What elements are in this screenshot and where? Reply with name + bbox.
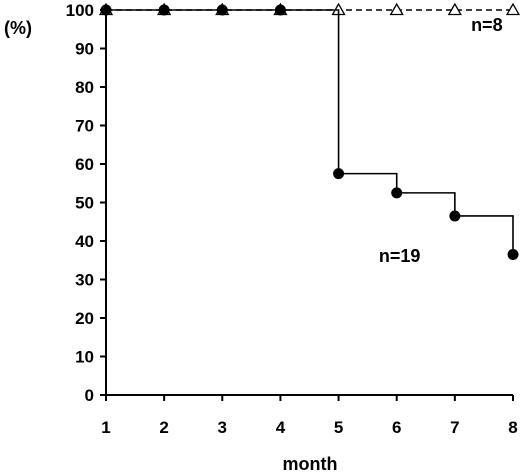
y-tick-label: 100 bbox=[66, 1, 94, 20]
x-tick-label: 2 bbox=[159, 418, 168, 437]
y-tick-label: 10 bbox=[75, 348, 94, 367]
x-tick-label: 1 bbox=[101, 418, 110, 437]
series-0-marker bbox=[389, 2, 404, 16]
y-tick-label: 90 bbox=[75, 40, 94, 59]
y-tick-label: 50 bbox=[75, 194, 94, 213]
x-axis-label: month bbox=[283, 454, 338, 474]
y-tick-label: 20 bbox=[75, 309, 94, 328]
x-tick-label: 4 bbox=[276, 418, 286, 437]
series-1-marker bbox=[274, 4, 286, 16]
x-tick-label: 5 bbox=[334, 418, 343, 437]
series-1 bbox=[100, 4, 519, 260]
series-1-marker bbox=[391, 187, 403, 199]
series-0-marker bbox=[505, 2, 520, 16]
labels: (%) month 0 10 20 30 40 50 60 70 80 90 100 1 2 3 4 5 6 7 8… bbox=[4, 1, 518, 474]
y-axis-label: (%) bbox=[4, 18, 32, 38]
x-tick-label: 3 bbox=[218, 418, 227, 437]
y-tick-label: 80 bbox=[75, 78, 94, 97]
y-tick-label: 60 bbox=[75, 155, 94, 174]
series-1-line bbox=[106, 9, 514, 255]
series-layer bbox=[98, 2, 520, 260]
axes bbox=[100, 9, 514, 401]
series-1-marker bbox=[100, 4, 112, 16]
y-tick-label: 40 bbox=[75, 232, 94, 251]
annotation-0: n=8 bbox=[471, 15, 503, 35]
series-1-marker bbox=[158, 4, 170, 16]
series-0-marker bbox=[447, 2, 462, 16]
series-1-marker bbox=[333, 168, 345, 180]
series-1-marker bbox=[507, 248, 519, 260]
y-tick-label: 30 bbox=[75, 271, 94, 290]
x-tick-label: 8 bbox=[508, 418, 517, 437]
series-1-marker bbox=[216, 4, 228, 16]
series-1-marker bbox=[449, 210, 461, 222]
x-tick-label: 6 bbox=[392, 418, 401, 437]
x-tick-label: 7 bbox=[450, 418, 459, 437]
y-tick-label: 70 bbox=[75, 117, 94, 136]
annotation-1: n=19 bbox=[379, 246, 421, 266]
y-tick-label: 0 bbox=[85, 386, 94, 405]
